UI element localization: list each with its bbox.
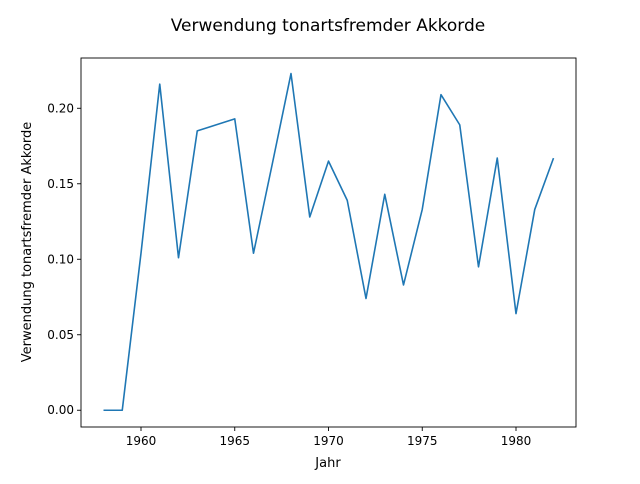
x-tick-label: 1975	[407, 434, 438, 448]
x-tick-label: 1960	[126, 434, 157, 448]
y-tick-label: 0.00	[47, 403, 74, 417]
x-axis-label: Jahr	[314, 456, 341, 471]
x-tick-label: 1965	[219, 434, 250, 448]
y-tick-label: 0.20	[47, 101, 74, 115]
chart-title: Verwendung tonartsfremder Akkorde	[171, 16, 486, 36]
y-axis-label: Verwendung tonartsfremder Akkorde	[20, 122, 35, 363]
y-tick-label: 0.10	[47, 252, 74, 266]
y-tick-label: 0.15	[47, 177, 74, 191]
y-tick-label: 0.05	[47, 328, 74, 342]
x-tick-label: 1980	[501, 434, 532, 448]
series-line-0	[103, 72, 555, 412]
plot-area: 1960 1965 1970 1975 1980 0.00 0.05 0.10 0.15 0.20	[47, 57, 577, 448]
x-tick-label: 1970	[313, 434, 344, 448]
